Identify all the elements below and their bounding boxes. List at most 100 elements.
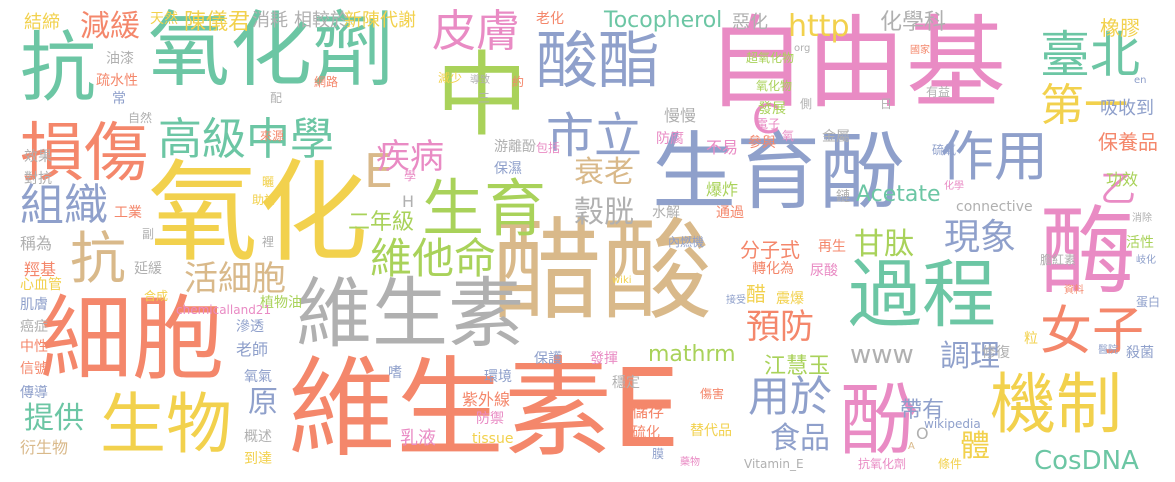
word: 新陳代謝 xyxy=(344,10,416,31)
word: 稱為 xyxy=(20,234,53,253)
word: 岐化 xyxy=(1136,255,1156,266)
word: 替代品 xyxy=(690,423,732,439)
word: A xyxy=(908,441,915,452)
word: 疏水性 xyxy=(96,73,138,89)
word: 過程 xyxy=(848,252,996,338)
word: 損傷 xyxy=(20,117,148,191)
word: 硫氧 xyxy=(932,143,957,157)
word: 概述 xyxy=(244,429,272,445)
word: wikipedia xyxy=(924,417,981,431)
word: C xyxy=(752,97,780,143)
word: 第一 xyxy=(1040,80,1128,131)
word: 分子式 xyxy=(740,238,800,262)
word: 原 xyxy=(248,385,278,420)
word: 對抗 xyxy=(24,171,52,187)
word: 橡膠 xyxy=(1100,16,1140,40)
word: 氧化物 xyxy=(756,79,793,93)
word: 預防 xyxy=(746,307,814,347)
word: 自由基 xyxy=(706,5,1006,122)
word: 保護 xyxy=(534,351,562,367)
word: 保濕 xyxy=(494,161,522,177)
word: 氧氣 xyxy=(244,369,272,385)
word: 帶有 xyxy=(900,398,945,423)
word: 震爆 xyxy=(776,291,804,307)
word: 減少 xyxy=(438,71,463,85)
word: 自然 xyxy=(128,111,153,125)
word: 甘肽 xyxy=(854,227,914,262)
word: 硫化 xyxy=(632,425,660,441)
word: 接受 xyxy=(726,295,746,306)
word: 尿酸 xyxy=(810,263,838,279)
word: 游離酚 xyxy=(494,139,536,155)
word: 疾病 xyxy=(376,137,444,177)
word: 減緩 xyxy=(80,9,140,44)
word: 醋酸 xyxy=(492,207,712,335)
word: 細胞 xyxy=(40,286,225,393)
word: 消耗 xyxy=(252,10,288,31)
word: 惡化 xyxy=(732,12,768,33)
word: 抗 xyxy=(70,227,126,292)
word: 衍生物 xyxy=(20,438,69,457)
word: 金屬 xyxy=(822,129,850,145)
word: tissue xyxy=(472,431,514,447)
word: 抗氧化劑 xyxy=(858,457,907,471)
word: 日 xyxy=(880,97,893,111)
word: 活細胞 xyxy=(184,259,286,299)
word: 乳液 xyxy=(400,428,436,449)
word: 皮膚 xyxy=(432,6,520,57)
word: E xyxy=(364,144,394,198)
word: 發揮 xyxy=(590,351,618,367)
word: 食品 xyxy=(770,421,830,456)
word: 學 xyxy=(404,169,417,183)
word: 女子 xyxy=(1040,302,1145,362)
word: 膽紅素 xyxy=(1040,253,1077,267)
word: 消除 xyxy=(1132,213,1152,224)
word: 資料 xyxy=(1064,285,1084,296)
word: 老化 xyxy=(536,11,564,27)
word: 修復 xyxy=(982,345,1010,361)
word: 膜 xyxy=(652,447,665,461)
word: 乙 xyxy=(1100,169,1137,210)
word: 維他命 xyxy=(370,234,497,283)
word: 高級中學 xyxy=(158,114,334,165)
word: 常 xyxy=(112,91,126,107)
word: 裡 xyxy=(262,235,275,249)
word: mathrm xyxy=(648,342,736,367)
word: 羥基 xyxy=(24,260,57,279)
word: 導致 xyxy=(470,75,490,86)
word: 合成 xyxy=(144,289,169,303)
word: 側 xyxy=(800,97,813,111)
word: 用於 xyxy=(748,372,833,421)
word: 老師 xyxy=(236,340,269,359)
word: 發展 xyxy=(758,101,786,117)
word: 穀胱 xyxy=(574,195,634,230)
word: 參與 xyxy=(748,135,776,151)
word: 工業 xyxy=(114,205,142,221)
word: 江慧玉 xyxy=(764,354,831,379)
word: 維生素E xyxy=(288,347,681,472)
word: 相較於 xyxy=(294,10,348,31)
word: 化學 xyxy=(944,181,964,192)
word: 通過 xyxy=(716,205,744,221)
word: 生物 xyxy=(100,386,232,463)
word: 傳導 xyxy=(20,385,48,401)
word: connective xyxy=(956,199,1033,215)
word: 組織 xyxy=(20,180,108,231)
word: 嗜 xyxy=(388,365,402,381)
word: 爆炸 xyxy=(706,180,739,199)
word: 吸收到 xyxy=(1100,98,1154,119)
word: 維生素 xyxy=(296,269,524,358)
word: 到達 xyxy=(244,451,272,467)
word: 中性 xyxy=(20,339,48,355)
word: 條件 xyxy=(938,457,963,471)
word: 醫院 xyxy=(1098,345,1118,356)
word: 臺北 xyxy=(1040,26,1140,84)
word: 植物油 xyxy=(260,295,302,311)
word: Acetate xyxy=(856,182,941,207)
word: en xyxy=(1134,75,1147,86)
word: 超氧化物 xyxy=(746,51,795,65)
word: 機制 xyxy=(990,366,1122,443)
word: http xyxy=(788,9,850,44)
word: 調理 xyxy=(940,339,1000,374)
